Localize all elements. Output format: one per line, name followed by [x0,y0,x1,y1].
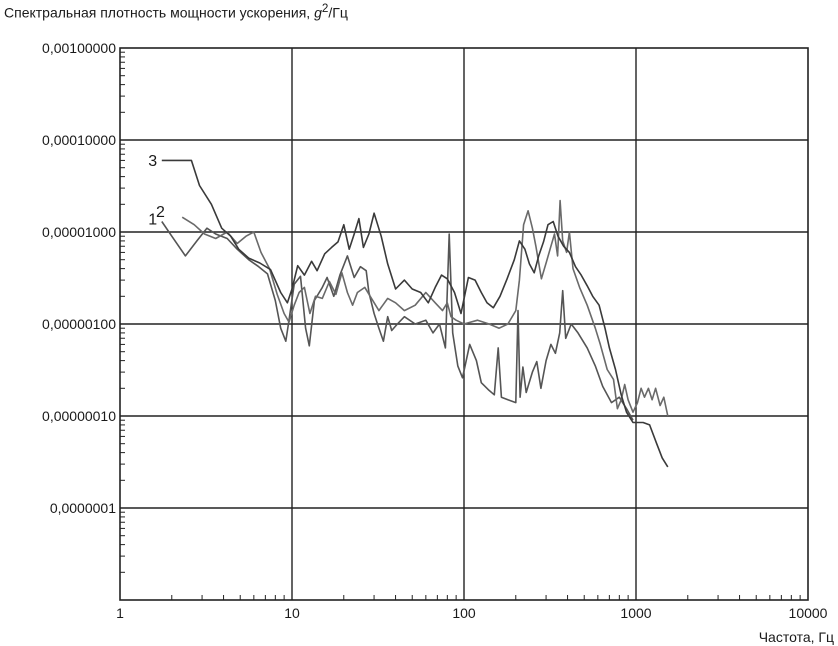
x-axis-label: Частота, Гц [759,629,834,645]
series-label-3: 3 [148,153,157,170]
series-label-2: 2 [156,204,165,221]
series-line-3 [161,159,669,468]
y-tick-label: 0,0000001 [50,500,116,516]
series-line-1 [161,221,634,421]
chart-title-sup: 2 [321,2,329,15]
chart-title-unit: g [314,4,322,21]
y-tick-label: 0,00001000 [42,224,116,240]
chart-title-tail: /Гц [328,4,348,21]
series-label-1: 1 [148,212,157,229]
plot-frame [119,47,809,601]
x-tick-label: 100 [452,605,476,621]
x-tick-label: 10 [284,605,300,621]
series-line-2 [181,199,669,417]
chart-title-main: Спектральная плотность мощности ускорени… [4,4,315,21]
y-tick-label: 0,00010000 [42,132,116,148]
x-tick-label: 1000 [620,605,651,621]
series-labels: 12 3 [148,153,165,229]
axes [119,47,809,601]
y-tick-label: 0,00000100 [42,316,116,332]
x-tick-label: 10000 [789,605,828,621]
series-group [161,159,669,468]
y-tick-label: 0,00000010 [42,408,116,424]
x-tick-label: 1 [116,605,124,621]
chart-title: Спектральная плотность мощности ускорени… [4,2,348,21]
tick-labels: 0,00100000 0,00010000 0,00001000 0,00000100… [42,40,828,621]
y-tick-label: 0,00100000 [42,40,116,56]
